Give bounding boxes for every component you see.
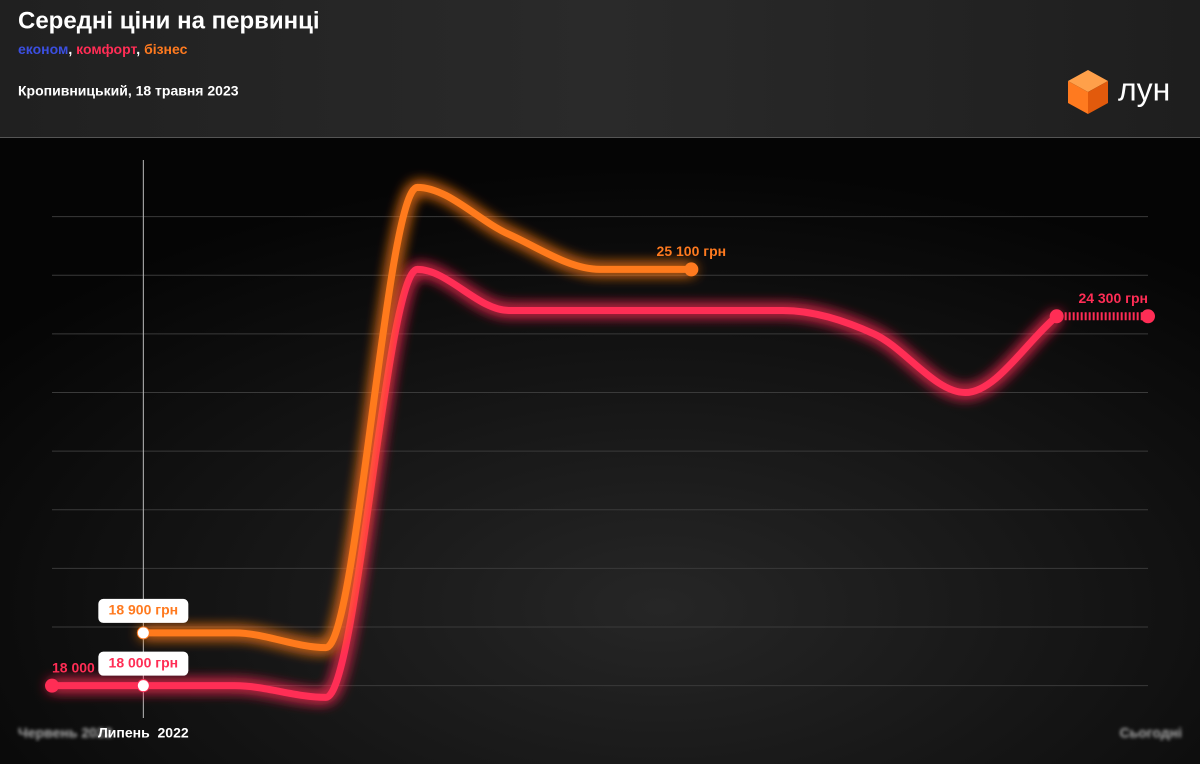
tooltip-label: 18 000 грн (109, 654, 179, 670)
end-dot (45, 678, 59, 693)
series-line (48, 265, 1061, 701)
legend-item: економ (18, 41, 68, 57)
logo-right (1088, 81, 1108, 114)
legend: економ, комфорт, бізнес (18, 41, 188, 57)
value-label: 24 300 грн (1078, 290, 1148, 306)
tooltip-bg (98, 651, 189, 676)
logo-text: лун (1118, 71, 1170, 107)
legend-item: комфорт (76, 41, 137, 57)
legend-separator: , (68, 41, 76, 57)
x-tick-label: Сьогодні (1119, 725, 1182, 741)
value-label: 25 100 грн (657, 243, 727, 259)
series-line (139, 183, 695, 652)
end-dot (1141, 309, 1155, 324)
highlight-dot (136, 679, 150, 693)
location: Кропивницький, 18 травня 2023 (18, 83, 239, 99)
logo: лун (1068, 70, 1170, 114)
x-tick-label: Червень 2022 (18, 725, 113, 741)
legend-item: бізнес (144, 41, 188, 57)
highlight-dot (136, 626, 150, 640)
tooltip-label: 18 900 грн (109, 602, 179, 618)
x-tick-label: Липень 2022 (98, 725, 189, 741)
header-bg (0, 0, 1200, 137)
end-dot (1049, 309, 1064, 324)
plot-bg (0, 137, 1200, 764)
tooltip-bg (98, 598, 189, 623)
logo-left (1068, 81, 1088, 114)
legend-separator: , (136, 41, 144, 57)
end-dot (684, 262, 699, 277)
chart-title: Середні ціни на первинці (18, 7, 320, 34)
